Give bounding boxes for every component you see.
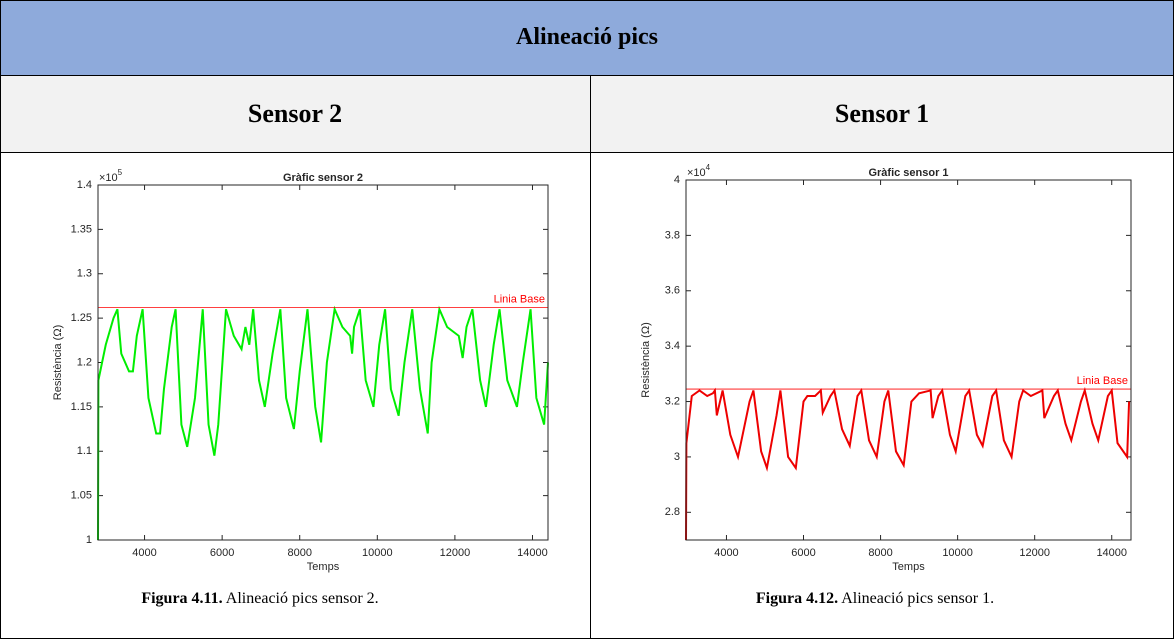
y-tick-label: 2.8 <box>665 506 680 518</box>
y-tick-label: 1.1 <box>77 445 92 457</box>
x-tick-label: 14000 <box>1096 547 1127 559</box>
y-tick-label: 1.2 <box>77 356 92 368</box>
x-tick-label: 14000 <box>517 547 548 559</box>
x-axis-label: Temps <box>307 561 340 573</box>
axis-multiplier: ×104 <box>687 163 711 179</box>
y-axis-label: Resistència (Ω) <box>640 322 652 397</box>
caption-text: Alineació pics sensor 2. <box>225 590 379 607</box>
x-tick-label: 8000 <box>287 547 311 559</box>
border <box>590 75 591 639</box>
multiplier-base: ×10 <box>687 167 706 179</box>
chart-title: Gràfic sensor 1 <box>868 167 948 179</box>
axis-multiplier: ×105 <box>99 168 123 184</box>
reference-label: Linia Base <box>494 293 545 305</box>
x-tick-label: 6000 <box>210 547 234 559</box>
caption-text: Alineació pics sensor 1. <box>841 590 995 607</box>
y-tick-label: 3.8 <box>665 229 680 241</box>
y-tick-label: 3.2 <box>665 395 680 407</box>
x-tick-label: 6000 <box>791 547 815 559</box>
y-tick-label: 1 <box>86 534 92 546</box>
multiplier-base: ×10 <box>99 172 118 184</box>
plot-frame <box>685 179 1132 541</box>
data-line <box>97 305 549 541</box>
x-tick-label: 12000 <box>440 547 471 559</box>
y-tick-label: 3.6 <box>665 285 680 297</box>
chart-title: Gràfic sensor 2 <box>283 172 363 184</box>
border <box>0 0 1174 1</box>
border <box>0 0 1 639</box>
x-tick-label: 4000 <box>132 547 156 559</box>
data-line <box>685 386 1131 541</box>
y-tick-label: 1.4 <box>77 179 92 191</box>
y-tick-label: 4 <box>674 174 680 186</box>
x-tick-label: 8000 <box>868 547 892 559</box>
y-tick-label: 1.05 <box>71 490 92 502</box>
chart: 4000 6000 8000 10000 12000 14000 2.8 3 3.2 3.4 3.6… <box>640 163 1132 573</box>
column-header: Sensor 2 <box>0 75 590 152</box>
x-axis-label: Temps <box>892 561 925 573</box>
caption: Figura 4.12. Alineació pics sensor 1. <box>630 590 1120 608</box>
y-tick-label: 1.15 <box>71 401 92 413</box>
chart: 4000 6000 8000 10000 12000 14000 1 1.05 1.1 1.15 1… <box>52 168 549 573</box>
plot-area <box>686 180 1131 540</box>
reference-label: Linia Base <box>1077 375 1128 387</box>
x-tick-label: 10000 <box>362 547 393 559</box>
plot-frame <box>97 184 549 541</box>
y-tick-label: 3.4 <box>665 340 680 352</box>
caption-label: Figura 4.11. <box>141 590 223 607</box>
y-tick-label: 1.25 <box>71 312 92 324</box>
y-tick-label: 3 <box>674 451 680 463</box>
caption: Figura 4.11. Alineació pics sensor 2. <box>20 590 500 608</box>
caption-label: Figura 4.12. <box>755 590 839 607</box>
x-tick-label: 4000 <box>714 547 738 559</box>
y-axis-label: Resistència (Ω) <box>52 325 64 400</box>
x-tick-label: 10000 <box>942 547 973 559</box>
x-tick-label: 12000 <box>1019 547 1050 559</box>
y-tick-label: 1.3 <box>77 268 92 280</box>
multiplier-exponent: 5 <box>118 168 123 177</box>
plot-area <box>98 185 548 540</box>
y-tick-label: 1.35 <box>71 223 92 235</box>
border <box>0 152 1174 153</box>
table-title: Alineació pics <box>0 0 1174 75</box>
multiplier-exponent: 4 <box>706 163 711 172</box>
column-header: Sensor 1 <box>590 75 1174 152</box>
border <box>0 75 1174 76</box>
